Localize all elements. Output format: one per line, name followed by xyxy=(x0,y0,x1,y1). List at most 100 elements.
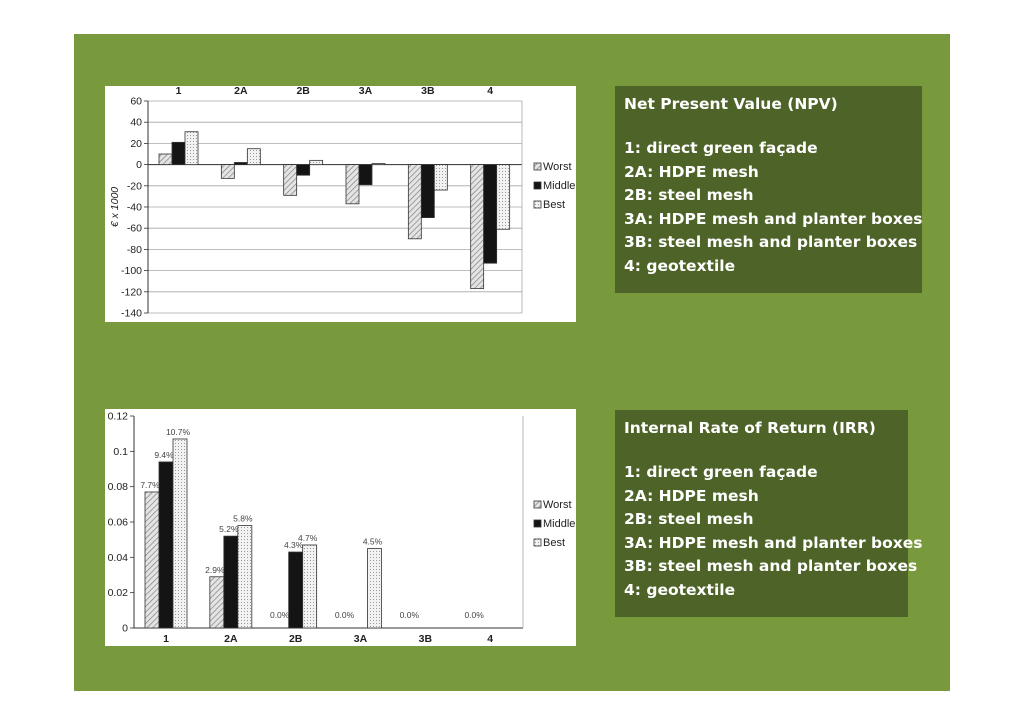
irr-legend-label: Middle xyxy=(543,518,575,530)
irr-ytick-label: 0.12 xyxy=(108,411,129,423)
irr-bar-best xyxy=(237,525,253,629)
npv-bar-worst xyxy=(407,164,422,240)
irr-item-3b: 3B: steel mesh and planter boxes xyxy=(624,557,918,575)
npv-item-2a: 2A: HDPE mesh xyxy=(624,162,759,181)
npv-bar-worst xyxy=(283,164,298,196)
npv-ytick-label: 60 xyxy=(130,96,142,108)
irr-bar-worst xyxy=(209,576,225,629)
npv-bar-best xyxy=(433,164,448,191)
irr-ytick-label: 0.1 xyxy=(113,446,128,458)
irr-legend-swatch xyxy=(533,519,542,528)
irr-item-1: 1: direct green façade xyxy=(624,463,818,481)
npv-category-label: 1 xyxy=(176,86,182,97)
irr-ytick-label: 0.08 xyxy=(108,481,129,493)
irr-data-label: 4.5% xyxy=(363,537,383,547)
irr-category-label: 3A xyxy=(354,633,368,645)
npv-category-label: 2A xyxy=(234,86,248,97)
npv-bar-middle xyxy=(171,141,186,166)
npv-bar-middle xyxy=(358,164,373,186)
npv-bar-middle xyxy=(483,164,498,264)
npv-ytick-label: 40 xyxy=(130,117,142,129)
npv-item-3a: 3A: HDPE mesh and planter boxes xyxy=(624,209,923,228)
npv-item-2b: 2B: steel mesh xyxy=(624,186,754,204)
irr-category-label: 3B xyxy=(419,633,433,645)
irr-data-label: 5.8% xyxy=(233,514,253,524)
irr-data-label: 0.0% xyxy=(400,610,420,620)
npv-legend-swatch xyxy=(533,162,542,171)
irr-data-label: 2.9% xyxy=(205,565,225,575)
irr-bar-middle xyxy=(223,535,239,629)
npv-ylabel: € x 1000 xyxy=(109,187,121,227)
npv-ytick-label: -100 xyxy=(121,265,142,277)
npv-legend-swatch xyxy=(533,181,542,190)
npv-item-4: 4: geotextile xyxy=(624,256,736,275)
irr-legend-box: Internal Rate of Return (IRR) 1: direct … xyxy=(615,410,923,617)
npv-category-label: 3A xyxy=(359,86,373,97)
npv-legend-box: Net Present Value (NPV) 1: direct green … xyxy=(615,86,923,293)
npv-bar-best xyxy=(246,148,261,166)
irr-data-label: 0.0% xyxy=(335,610,355,620)
npv-ytick-label: -80 xyxy=(127,244,142,256)
irr-category-label: 2B xyxy=(289,633,303,645)
npv-bar-middle xyxy=(420,164,435,218)
irr-category-label: 2A xyxy=(224,633,238,645)
npv-bar-worst xyxy=(345,164,360,205)
npv-ytick-label: -60 xyxy=(127,223,142,235)
irr-bar-best xyxy=(302,544,318,629)
npv-bar-worst xyxy=(470,164,485,290)
npv-bar-middle xyxy=(296,164,311,176)
irr-bar-best xyxy=(172,438,188,629)
npv-ytick-label: -140 xyxy=(121,308,142,320)
npv-ytick-label: 20 xyxy=(130,138,142,150)
npv-chart-svg: 60 40 20 0 -20 -40 -60 -80 -100 -120 -140 € x 1000 1… xyxy=(109,86,575,320)
irr-data-label: 0.0% xyxy=(464,610,484,620)
npv-ytick-label: 0 xyxy=(136,159,142,171)
irr-data-label: 7.7% xyxy=(140,480,160,490)
irr-legend-swatch xyxy=(533,500,542,509)
npv-legend-label: Best xyxy=(543,199,565,211)
irr-data-label: 0.0% xyxy=(270,610,290,620)
irr-category-label: 4 xyxy=(487,633,493,645)
irr-ytick-label: 0.04 xyxy=(108,552,129,564)
npv-category-label: 4 xyxy=(487,86,493,97)
irr-bar-best xyxy=(367,548,382,629)
npv-category-label: 2B xyxy=(296,86,310,97)
irr-item-2a: 2A: HDPE mesh xyxy=(624,486,759,505)
irr-item-4: 4: geotextile xyxy=(624,580,736,599)
irr-ytick-label: 0.06 xyxy=(108,517,129,529)
irr-legend-label: Best xyxy=(543,537,565,549)
irr-data-label: 5.2% xyxy=(219,524,239,534)
npv-bar-best xyxy=(496,164,511,230)
npv-bar-best xyxy=(184,131,199,166)
irr-ytick-label: 0 xyxy=(122,623,128,635)
irr-chart-svg: 0.12 0.1 0.08 0.06 0.04 0.02 0 1 7.7% 9.4% 10.7% 2A… xyxy=(108,411,576,646)
npv-item-1: 1: direct green façade xyxy=(624,139,818,157)
npv-category-label: 3B xyxy=(421,86,435,97)
irr-legend-label: Worst xyxy=(543,499,572,511)
npv-chart: 60 40 20 0 -20 -40 -60 -80 -100 -120 -140 € x 1000 1… xyxy=(105,86,576,322)
irr-chart: 0.12 0.1 0.08 0.06 0.04 0.02 0 1 7.7% 9.4% 10.7% 2A… xyxy=(105,409,576,646)
npv-ytick-label: -40 xyxy=(127,202,142,214)
npv-bar-worst xyxy=(220,164,235,179)
irr-data-label: 9.4% xyxy=(154,450,174,460)
npv-legend-label: Worst xyxy=(543,161,572,173)
irr-item-2b: 2B: steel mesh xyxy=(624,510,754,528)
npv-bar-middle xyxy=(233,162,248,166)
npv-legend-label: Middle xyxy=(543,180,575,192)
npv-bar-best xyxy=(371,163,386,166)
irr-legend-swatch xyxy=(533,538,542,547)
npv-legend-swatch xyxy=(533,200,542,209)
npv-ytick-label: -20 xyxy=(127,180,142,192)
npv-bar-worst xyxy=(158,153,173,165)
irr-item-3a: 3A: HDPE mesh and planter boxes xyxy=(624,533,923,552)
irr-data-label: 4.7% xyxy=(298,533,318,543)
irr-box-title: Internal Rate of Return (IRR) xyxy=(624,419,876,437)
npv-box-title: Net Present Value (NPV) xyxy=(624,95,838,113)
irr-bar-middle xyxy=(288,551,304,629)
npv-ytick-label: -120 xyxy=(121,286,142,298)
npv-item-3b: 3B: steel mesh and planter boxes xyxy=(624,233,918,251)
irr-data-label: 4.3% xyxy=(284,540,304,550)
irr-bar-worst xyxy=(144,491,160,629)
npv-bar-best xyxy=(309,159,324,166)
irr-ytick-label: 0.02 xyxy=(108,587,129,599)
